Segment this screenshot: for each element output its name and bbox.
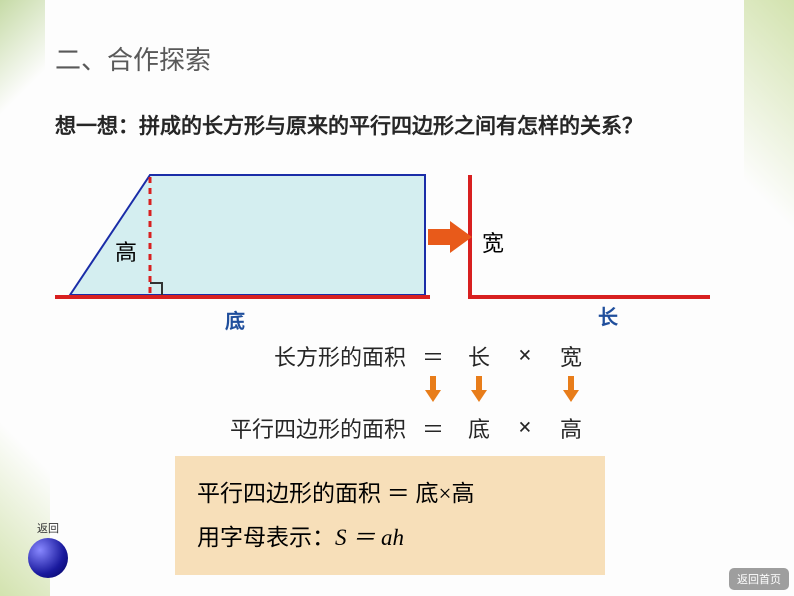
down-arrow-icon (561, 376, 581, 402)
formula-para-row: 平行四边形的面积 ＝ 底 × 高 (170, 412, 620, 444)
formula-summary-box: 平行四边形的面积 ＝ 底×高 用字母表示：S ＝ ah (175, 456, 605, 575)
decor-accent-tr (744, 0, 794, 280)
term-height: 高 (552, 412, 590, 444)
down-arrow-icon (469, 376, 489, 402)
down-arrow-icon (423, 376, 443, 402)
big-arrow-icon (428, 221, 472, 253)
mult-sign: × (506, 343, 544, 370)
question-text: 想一想：拼成的长方形与原来的平行四边形之间有怎样的关系？ (55, 110, 643, 140)
rect-area-label: 长方形的面积 (274, 340, 406, 372)
term-base: 底 (460, 412, 498, 444)
formula-rect-row: 长方形的面积 ＝ 长 × 宽 (170, 340, 620, 372)
label-length: 长 (598, 301, 618, 330)
para-area-label: 平行四边形的面积 (230, 412, 406, 444)
term-width: 宽 (552, 340, 590, 372)
label-width: 宽 (482, 226, 504, 258)
back-button-label: 返回 (28, 520, 68, 536)
sphere-icon (28, 538, 68, 578)
label-base: 底 (225, 305, 245, 334)
summary-line-1: 平行四边形的面积 ＝ 底×高 (197, 472, 583, 516)
return-home-button[interactable]: 返回首页 (729, 568, 789, 590)
eq-sign: ＝ (414, 412, 452, 444)
mult-sign: × (506, 415, 544, 442)
diagram-svg (50, 155, 750, 330)
summary-line-2: 用字母表示：S ＝ ah (197, 516, 583, 560)
label-height: 高 (115, 235, 137, 267)
back-button[interactable]: 返回 (28, 520, 68, 578)
eq-sign: ＝ (414, 340, 452, 372)
geometry-diagram: 高 宽 底 长 (50, 155, 750, 330)
arrow-row: 平行四边形的面积 (170, 376, 620, 408)
term-length: 长 (460, 340, 498, 372)
decor-accent-tl (0, 0, 45, 120)
section-title: 二、合作探索 (55, 40, 211, 77)
formula-derivation: 长方形的面积 ＝ 长 × 宽 平行四边形的面积 平行四边形的面积 ＝ 底 × 高 (170, 340, 620, 448)
